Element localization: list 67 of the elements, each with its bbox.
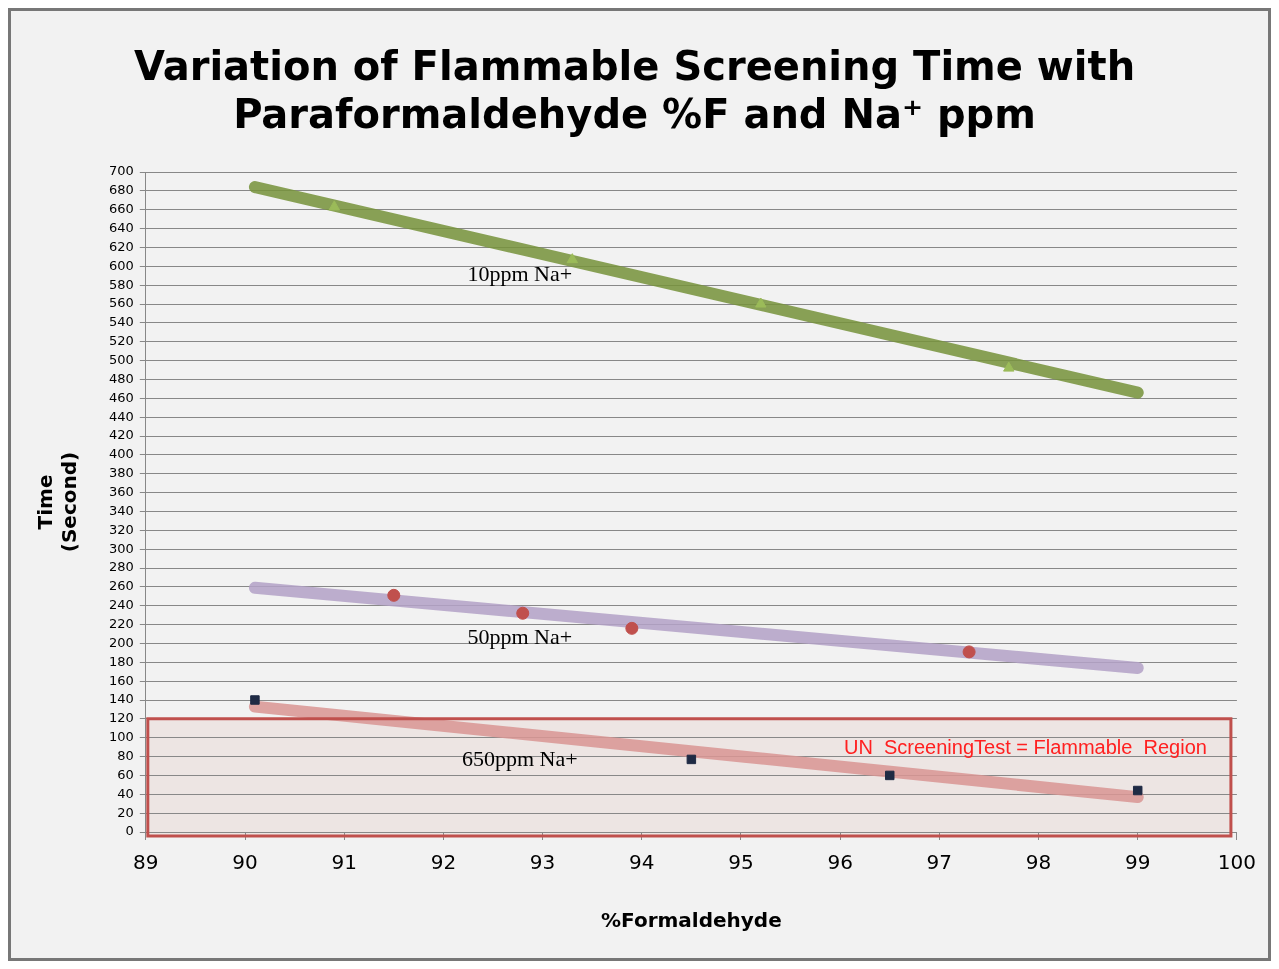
y-tick-label: 680 [108,182,134,198]
x-tick-label: 98 [1025,850,1052,875]
point [328,200,340,211]
y-tick-label: 60 [117,766,134,782]
x-tick-label: 90 [232,850,258,875]
y-tick-label: 320 [108,521,134,537]
y-tick-label: 580 [108,276,134,292]
y-tick-label: 300 [108,540,134,556]
x-tick-label: 95 [728,850,754,875]
x-axis-title: %Formaldehyde [601,908,782,933]
x-tick-label: 97 [926,850,953,875]
y-tick-label: 500 [108,351,134,367]
point [387,588,401,602]
y-tick-label: 620 [108,238,134,254]
x-tick-label: 100 [1217,850,1257,875]
y-tick-label: 480 [108,370,134,386]
point [686,754,697,765]
chart-title: Variation of Flammable Screening Time with Paraformaldehyde %F and Na⁺ ppm [133,43,1136,138]
series-label: 50ppm Na+ [467,623,573,649]
y-tick-label: 100 [108,729,134,745]
y-tick-label: 540 [108,314,134,330]
x-tick-label: 99 [1125,850,1151,875]
point [1003,361,1015,372]
series-label: 650ppm Na+ [461,745,578,771]
y-tick-label: 240 [108,597,134,613]
y-tick-label: 180 [108,653,134,669]
point [885,770,895,781]
series-label: 10ppm Na+ [467,260,573,286]
y-tick-label: 400 [108,446,134,462]
y-axis-title: Time (Second) [33,451,82,553]
point [1132,785,1143,796]
point [625,621,639,635]
y-tick-label: 560 [108,295,134,311]
x-tick-label: 93 [529,850,556,875]
x-tick-label: 89 [133,850,159,875]
y-tick-label: 700 [108,163,134,179]
y-tick-label: 460 [108,389,134,405]
y-tick-label: 220 [108,615,134,631]
y-tick-label: 440 [108,408,134,424]
y-tick-label: 360 [108,483,134,499]
x-tick-label: 96 [827,850,853,875]
y-tick-label: 80 [117,747,134,763]
point [755,297,767,308]
y-tick-label: 200 [108,634,134,650]
point [566,253,579,264]
x-tick-label: 92 [430,850,457,875]
y-tick-label: 600 [108,257,134,273]
point [962,645,976,659]
y-tick-label: 340 [108,502,134,518]
y-tick-label: 260 [108,578,134,594]
y-tick-label: 160 [108,672,134,688]
point [250,695,260,705]
y-tick-label: 520 [108,333,134,349]
y-tick-label: 280 [108,559,134,575]
y-tick-label: 0 [125,823,134,839]
x-tick-label: 91 [331,850,357,875]
y-tick-label: 380 [108,465,134,481]
x-tick-label: 94 [629,850,655,875]
band-label: UN ScreeningTest = Flammable Region [843,736,1207,759]
y-tick-label: 40 [117,785,134,801]
y-tick-label: 120 [108,710,134,726]
point [516,606,530,620]
y-tick-label: 640 [108,219,134,235]
y-tick-label: 420 [108,427,134,443]
y-tick-label: 20 [117,804,134,820]
y-tick-label: 140 [108,691,134,707]
y-tick-label: 660 [108,201,134,217]
